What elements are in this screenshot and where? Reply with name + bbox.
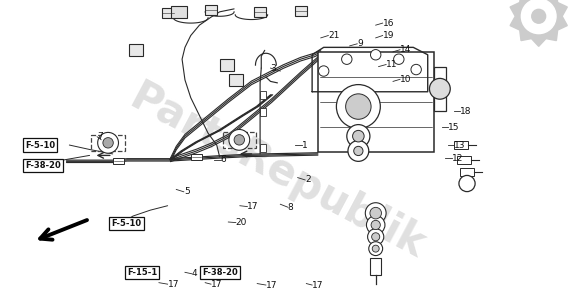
Text: 17: 17 bbox=[168, 280, 179, 289]
Text: F-5-10: F-5-10 bbox=[25, 141, 55, 149]
Text: 10: 10 bbox=[400, 75, 412, 84]
Circle shape bbox=[347, 125, 370, 148]
Circle shape bbox=[342, 54, 352, 65]
Circle shape bbox=[103, 138, 113, 148]
Text: 6: 6 bbox=[221, 155, 227, 164]
Text: 17: 17 bbox=[266, 281, 277, 289]
Bar bbox=[318, 52, 434, 152]
Text: 7: 7 bbox=[97, 132, 103, 141]
Text: 18: 18 bbox=[460, 107, 471, 115]
Bar bbox=[460, 168, 473, 176]
Bar bbox=[205, 5, 217, 15]
Bar bbox=[113, 158, 124, 164]
Circle shape bbox=[354, 146, 363, 156]
Circle shape bbox=[521, 0, 556, 34]
Text: 11: 11 bbox=[386, 60, 398, 69]
Text: 14: 14 bbox=[400, 45, 412, 54]
Bar bbox=[229, 74, 243, 86]
Text: 13: 13 bbox=[454, 141, 465, 149]
Circle shape bbox=[532, 9, 546, 23]
Circle shape bbox=[429, 78, 450, 99]
Text: 2: 2 bbox=[305, 176, 311, 184]
Text: 5: 5 bbox=[184, 187, 190, 196]
Circle shape bbox=[459, 176, 475, 192]
Bar bbox=[434, 67, 446, 111]
Bar bbox=[254, 7, 266, 17]
Text: 1: 1 bbox=[302, 141, 307, 149]
Text: 15: 15 bbox=[448, 123, 460, 132]
Text: 21: 21 bbox=[328, 31, 340, 40]
Circle shape bbox=[346, 94, 371, 119]
Circle shape bbox=[411, 64, 421, 75]
Bar bbox=[191, 154, 202, 160]
Text: 9: 9 bbox=[357, 39, 363, 48]
Bar bbox=[454, 141, 468, 149]
Text: 17: 17 bbox=[312, 281, 324, 289]
Text: 4: 4 bbox=[192, 269, 198, 278]
Circle shape bbox=[366, 216, 385, 234]
Bar bbox=[457, 156, 470, 164]
Circle shape bbox=[348, 141, 369, 161]
Bar bbox=[171, 6, 187, 18]
Circle shape bbox=[368, 229, 384, 245]
Text: 17: 17 bbox=[211, 280, 223, 289]
Circle shape bbox=[98, 132, 118, 153]
Circle shape bbox=[234, 135, 244, 145]
Circle shape bbox=[370, 207, 381, 219]
Text: PartsRepublik: PartsRepublik bbox=[123, 76, 432, 267]
Circle shape bbox=[370, 49, 381, 60]
Circle shape bbox=[372, 233, 380, 241]
Circle shape bbox=[229, 129, 250, 150]
Bar bbox=[295, 6, 306, 16]
Text: 12: 12 bbox=[452, 154, 464, 163]
Text: 8: 8 bbox=[288, 203, 294, 212]
Bar bbox=[91, 135, 125, 151]
Circle shape bbox=[336, 85, 380, 128]
Text: 17: 17 bbox=[247, 202, 259, 211]
Circle shape bbox=[369, 242, 383, 255]
Circle shape bbox=[365, 203, 386, 223]
Bar bbox=[260, 144, 266, 152]
Text: F-15-1: F-15-1 bbox=[127, 268, 157, 277]
Bar bbox=[370, 258, 381, 275]
Bar bbox=[129, 44, 143, 56]
Text: 16: 16 bbox=[383, 19, 394, 28]
Bar bbox=[162, 8, 173, 18]
Bar bbox=[260, 108, 266, 117]
Circle shape bbox=[371, 220, 380, 230]
Circle shape bbox=[394, 54, 404, 65]
Bar bbox=[260, 91, 266, 99]
Text: F-5-10: F-5-10 bbox=[112, 219, 142, 228]
Text: 20: 20 bbox=[236, 218, 247, 227]
Polygon shape bbox=[510, 0, 567, 46]
Text: 3: 3 bbox=[271, 64, 276, 73]
Circle shape bbox=[318, 66, 329, 76]
Text: F-38-20: F-38-20 bbox=[25, 161, 61, 170]
Circle shape bbox=[372, 245, 379, 252]
Bar bbox=[223, 132, 256, 148]
Text: 19: 19 bbox=[383, 31, 394, 40]
Bar bbox=[220, 59, 234, 71]
Circle shape bbox=[353, 130, 364, 142]
Text: F-38-20: F-38-20 bbox=[202, 268, 238, 277]
